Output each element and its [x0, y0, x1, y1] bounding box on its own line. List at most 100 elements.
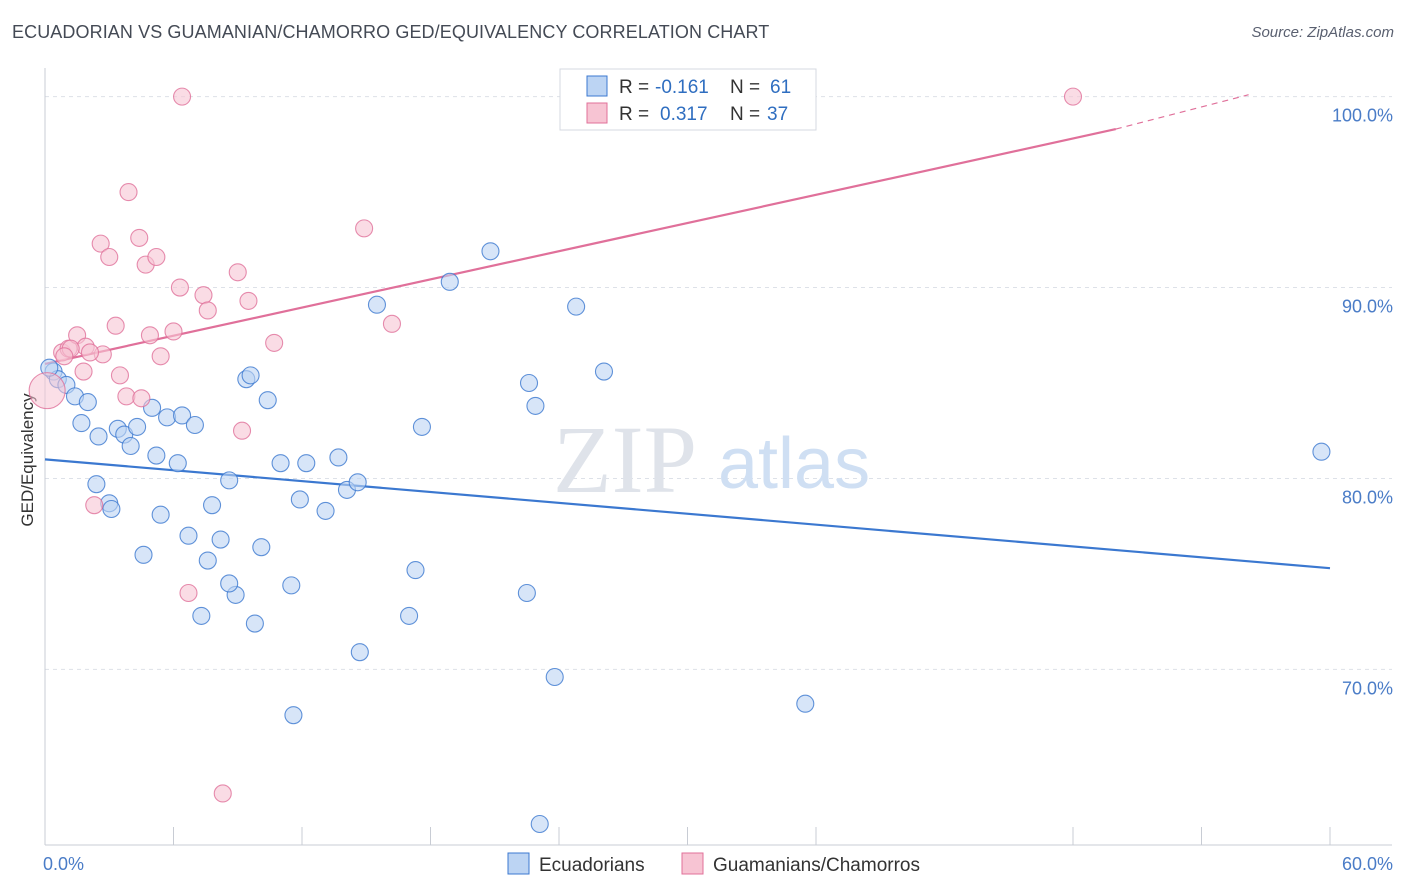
- point-blue-9: [121, 436, 140, 456]
- point-blue-10: [128, 417, 147, 436]
- data-points: [28, 87, 1331, 834]
- y-tick-label-2: 90.0%: [1342, 297, 1393, 317]
- point-blue-19: [102, 499, 121, 519]
- point-blue-21: [203, 496, 222, 515]
- series-label-ecuadorians: Ecuadorians: [539, 855, 645, 876]
- legend-r-value-2: 0.317: [660, 104, 708, 125]
- point-blue-23: [179, 526, 198, 545]
- source-credit: Source: ZipAtlas.com: [1251, 24, 1394, 41]
- point-blue-31: [271, 454, 290, 473]
- point-blue-42: [519, 373, 539, 393]
- point-blue-59: [1312, 442, 1331, 461]
- point-blue-51: [284, 706, 303, 725]
- point-blue-20: [151, 505, 170, 524]
- point-blue-39: [412, 417, 431, 436]
- point-pink-14: [132, 389, 151, 408]
- series-legend: Ecuadorians Guamanians/Chamorros: [507, 852, 920, 876]
- legend-n-value-1: 61: [770, 77, 791, 98]
- point-pink-23: [179, 583, 198, 603]
- point-blue-22: [134, 545, 153, 564]
- point-pink-19: [151, 347, 170, 366]
- point-pink-22: [173, 87, 192, 106]
- point-blue-26: [220, 471, 239, 490]
- point-pink-29: [265, 333, 284, 352]
- watermark-atlas: atlas: [718, 424, 870, 504]
- x-tick-label-1: 60.0%: [1342, 854, 1393, 874]
- point-blue-48: [406, 561, 425, 580]
- axes: [44, 68, 1392, 846]
- trend-line-pink: [44, 128, 1117, 365]
- point-blue-46: [567, 297, 586, 316]
- point-blue-43: [526, 396, 545, 415]
- y-tick-label-1: 80.0%: [1342, 487, 1393, 507]
- legend-swatch-blue: [586, 75, 608, 97]
- trend-line-blue: [44, 458, 1331, 570]
- point-blue-5: [72, 414, 91, 433]
- point-blue-57: [530, 814, 549, 834]
- point-blue-58: [796, 694, 815, 713]
- point-blue-35: [329, 448, 348, 467]
- legend-n-value-2: 37: [767, 104, 788, 125]
- point-blue-24: [198, 551, 217, 570]
- point-pink-5: [74, 362, 93, 381]
- point-pink-17: [140, 326, 159, 345]
- point-blue-45: [545, 667, 564, 687]
- point-blue-52: [282, 576, 301, 595]
- point-blue-29: [258, 391, 277, 410]
- point-pink-33: [1063, 87, 1083, 106]
- point-blue-13: [173, 406, 192, 425]
- legend-r-value-1: -0.161: [655, 77, 709, 98]
- point-blue-4: [78, 393, 97, 412]
- point-pink-26: [228, 263, 247, 282]
- legend-r-label-2: R =: [619, 104, 649, 125]
- series-swatch-guamanians: [681, 852, 704, 875]
- y-tick-label-3: 100.0%: [1332, 106, 1393, 126]
- y-axis-label: GED/Equivalency: [18, 393, 37, 527]
- point-pink-7: [85, 496, 104, 515]
- y-tick-labels: 70.0% 80.0% 90.0% 100.0%: [1332, 106, 1393, 699]
- point-blue-17: [87, 475, 106, 494]
- point-blue-14: [185, 415, 204, 435]
- x-tick-label-0: 0.0%: [43, 854, 84, 874]
- point-pink-25: [198, 301, 217, 320]
- point-blue-15: [147, 446, 166, 465]
- point-blue-38: [367, 295, 387, 314]
- point-pink-20: [164, 322, 183, 341]
- point-blue-49: [400, 606, 419, 625]
- point-blue-16: [168, 454, 187, 473]
- legend-r-label-1: R =: [619, 77, 649, 98]
- series-label-guamanians: Guamanians/Chamorros: [713, 855, 920, 876]
- point-pink-0: [28, 372, 66, 410]
- point-pink-12: [117, 387, 136, 406]
- point-blue-6: [89, 427, 108, 446]
- point-pink-31: [355, 219, 374, 238]
- point-pink-27: [232, 421, 252, 440]
- point-blue-32: [297, 454, 316, 473]
- point-blue-12: [158, 408, 177, 427]
- point-blue-41: [481, 242, 500, 261]
- point-pink-24: [194, 286, 213, 305]
- point-blue-56: [192, 606, 211, 625]
- legend-n-label-2: N =: [730, 104, 760, 125]
- point-pink-13: [119, 183, 138, 202]
- point-pink-9: [100, 247, 119, 267]
- point-pink-28: [239, 291, 258, 310]
- point-blue-33: [290, 490, 309, 509]
- point-blue-37: [348, 473, 367, 492]
- trend-extension-pink: [1115, 94, 1249, 130]
- legend-swatch-pink: [586, 102, 608, 124]
- point-blue-50: [350, 643, 369, 662]
- x-tick-labels: 0.0% 60.0%: [43, 854, 1393, 874]
- point-pink-10: [106, 316, 125, 335]
- point-blue-40: [440, 272, 459, 291]
- chart-title: ECUADORIAN VS GUAMANIAN/CHAMORRO GED/EQU…: [12, 22, 770, 42]
- point-pink-32: [382, 314, 402, 333]
- series-swatch-ecuadorians: [507, 852, 530, 875]
- point-blue-53: [245, 614, 264, 633]
- point-pink-21: [170, 278, 189, 297]
- point-pink-36: [80, 343, 100, 362]
- point-blue-25: [211, 530, 230, 549]
- point-blue-55: [220, 574, 239, 593]
- point-pink-8: [91, 234, 110, 253]
